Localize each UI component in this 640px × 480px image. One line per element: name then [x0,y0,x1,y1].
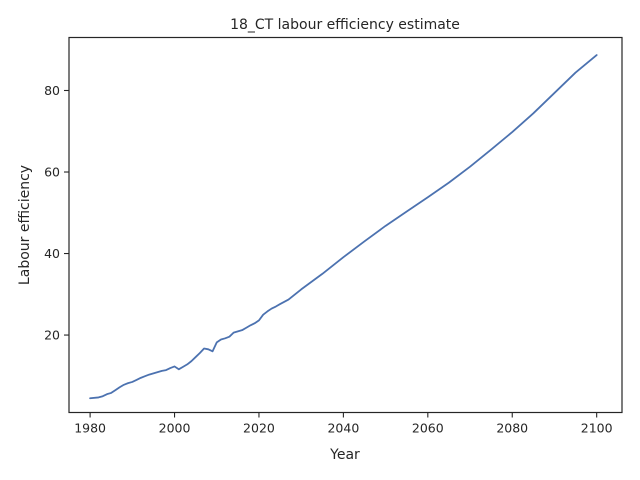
y-tick-label: 20 [44,328,60,343]
x-axis: 1980 2000 2020 2040 2060 2080 2100 [74,412,613,436]
plot-frame [68,36,623,414]
y-tick-label: 40 [44,246,60,261]
x-tick-label: 2000 [159,421,191,436]
y-tick-label: 60 [44,165,60,180]
x-tick-label: 2100 [581,421,613,436]
y-tick-label: 80 [44,83,60,98]
x-axis-label: Year [329,447,360,463]
x-tick-label: 2020 [243,421,275,436]
chart-title: 18_CT labour efficiency estimate [230,17,460,33]
x-tick-label: 1980 [74,421,106,436]
y-axis: 20 40 60 80 [44,83,69,343]
series-line-labour-efficiency [89,54,598,400]
x-tick-label: 2040 [327,421,359,436]
x-tick-label: 2060 [412,421,444,436]
y-axis-label: Labour efficiency [17,165,33,285]
x-tick-label: 2080 [496,421,528,436]
